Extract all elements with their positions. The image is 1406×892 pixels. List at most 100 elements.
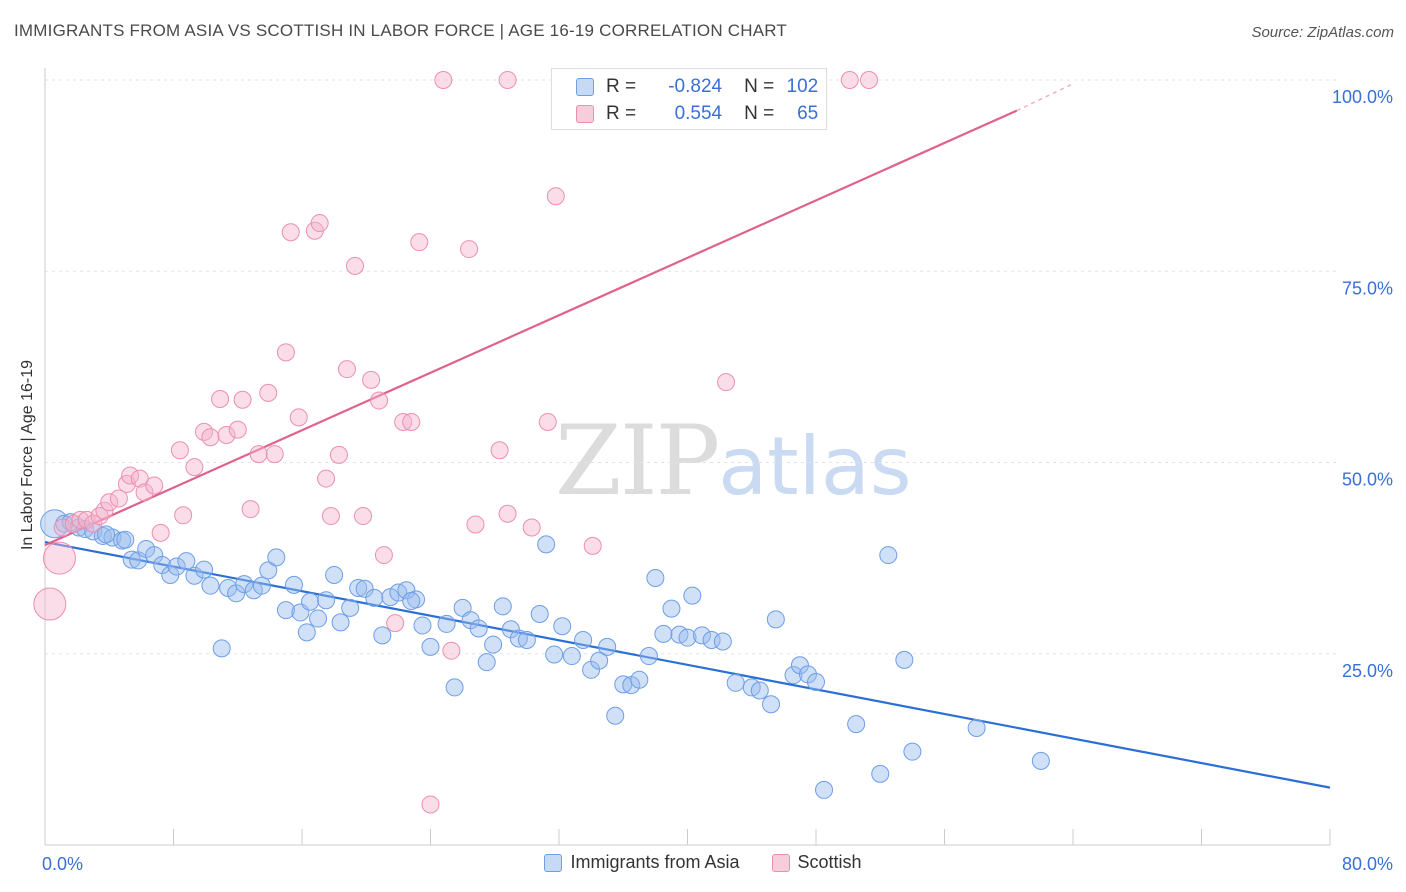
point-scottish: [370, 391, 389, 410]
point-scottish: [259, 383, 278, 402]
point-scottish: [421, 795, 440, 814]
point-asia: [847, 715, 866, 734]
point-scottish: [840, 71, 859, 89]
point-asia: [201, 576, 220, 595]
point-asia: [750, 681, 769, 700]
point-scottish: [174, 506, 193, 525]
point-asia: [678, 628, 697, 647]
point-asia: [267, 548, 286, 567]
point-scottish: [442, 641, 461, 660]
point-scottish: [109, 489, 128, 508]
legend-swatch-asia: [544, 853, 563, 872]
point-scottish: [211, 390, 230, 409]
point-scottish: [33, 587, 67, 621]
point-scottish: [538, 412, 557, 431]
legend: Immigrants from Asia Scottish: [0, 852, 1406, 873]
stats-swatch-asia: [576, 78, 594, 96]
point-scottish: [281, 223, 300, 242]
point-asia: [630, 670, 649, 689]
point-scottish: [170, 441, 189, 460]
point-asia: [683, 586, 702, 605]
point-asia: [122, 550, 141, 569]
x-tick-label: 80.0%: [1342, 854, 1393, 874]
point-scottish: [100, 493, 119, 512]
point-asia: [355, 579, 374, 598]
point-asia: [692, 626, 711, 645]
point-asia: [309, 609, 328, 628]
trend-line-scottish-extension: [1016, 83, 1074, 112]
point-asia: [784, 666, 803, 685]
trend-lines: [44, 83, 1331, 789]
stats-n-value: 65: [797, 103, 819, 124]
point-scottish: [90, 507, 109, 526]
stats-row-asia: R = -0.824 N = 102: [576, 73, 818, 101]
trend-line-asia: [44, 540, 1331, 789]
data-points: [33, 71, 1050, 814]
legend-swatch-scottish: [771, 853, 790, 872]
point-asia: [259, 561, 278, 580]
point-asia: [807, 673, 825, 692]
point-scottish: [460, 240, 479, 259]
point-asia: [879, 546, 898, 565]
point-scottish: [217, 425, 236, 444]
point-scottish: [374, 546, 393, 565]
point-asia: [397, 581, 416, 600]
point-asia: [373, 626, 392, 645]
legend-label-scottish: Scottish: [797, 852, 862, 872]
y-tick-label: 50.0%: [1342, 470, 1393, 490]
point-asia: [235, 575, 254, 594]
point-scottish: [498, 504, 517, 523]
axes: [44, 68, 1331, 846]
y-axis-label: In Labor Force | Age 16-19: [19, 359, 36, 551]
point-asia: [341, 598, 360, 617]
point-asia: [252, 576, 271, 595]
point-scottish: [233, 390, 252, 409]
point-asia: [517, 630, 536, 649]
stats-box: R = -0.824 N = 102 R = 0.554 N = 65: [551, 68, 827, 130]
point-scottish: [185, 458, 204, 477]
point-asia: [606, 706, 625, 725]
point-asia: [276, 601, 295, 620]
point-asia: [331, 613, 350, 632]
point-scottish: [151, 523, 170, 542]
point-asia: [325, 565, 344, 584]
point-scottish: [249, 445, 268, 464]
stats-n-label: N =: [744, 103, 775, 124]
watermark-atlas: atlas: [718, 420, 912, 513]
point-scottish: [717, 373, 736, 392]
point-asia: [484, 635, 503, 654]
x-tick-label: 0.0%: [42, 854, 83, 874]
point-asia: [437, 614, 456, 633]
point-asia: [116, 530, 135, 549]
point-asia: [871, 764, 890, 783]
stats-row-scottish: R = 0.554 N = 65: [576, 100, 818, 128]
point-scottish: [546, 187, 565, 206]
legend-item-asia[interactable]: Immigrants from Asia: [544, 852, 740, 873]
stats-r-label: R =: [606, 76, 637, 97]
point-asia: [590, 651, 609, 670]
point-asia: [301, 592, 320, 611]
point-scottish: [410, 233, 429, 252]
source-label: Source: ZipAtlas.com: [1251, 24, 1394, 41]
point-scottish: [265, 445, 284, 464]
point-scottish: [860, 71, 879, 89]
stats-r-value: -0.824: [668, 76, 723, 97]
legend-item-scottish[interactable]: Scottish: [771, 852, 862, 873]
point-asia: [402, 591, 421, 610]
y-tick-label: 25.0%: [1342, 661, 1393, 681]
stats-n-value: 102: [786, 76, 819, 97]
point-scottish: [276, 343, 295, 362]
point-scottish: [337, 360, 356, 379]
point-asia: [662, 599, 681, 618]
point-scottish: [317, 469, 336, 488]
point-scottish: [145, 476, 164, 495]
point-asia: [177, 552, 196, 571]
point-scottish: [201, 428, 220, 447]
point-asia: [967, 718, 986, 737]
point-asia: [493, 597, 512, 616]
point-scottish: [241, 500, 260, 519]
trend-line-scottish: [44, 109, 1018, 547]
tick-labels: 25.0% 50.0% 75.0% 100.0% 0.0% 80.0%: [42, 87, 1393, 874]
point-asia: [284, 575, 303, 594]
